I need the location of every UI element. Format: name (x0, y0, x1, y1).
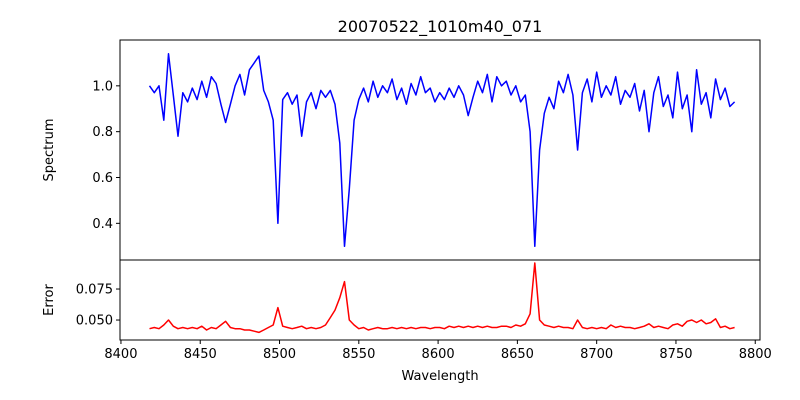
x-tick-label: 8600 (422, 347, 455, 362)
x-tick-label: 8700 (580, 347, 613, 362)
error-ylabel: Error (42, 284, 57, 316)
spectrum-ylabel: Spectrum (42, 119, 57, 182)
axes-frame (119, 259, 761, 341)
x-tick-label: 8450 (184, 347, 217, 362)
y-tick-label: 0.075 (76, 283, 113, 298)
axes-frame (119, 39, 761, 261)
x-tick-label: 8800 (739, 347, 772, 362)
x-tick-label: 8550 (342, 347, 375, 362)
y-tick-label: 0.4 (92, 217, 113, 232)
error-axes: 0.050 0.075 8400 8450 8500 8550 8600 8650 8700 87… (76, 259, 772, 362)
y-tick-label: 0.8 (92, 125, 113, 140)
x-tick-label: 8650 (501, 347, 534, 362)
error-series-line (149, 262, 735, 334)
y-tick-label: 1.0 (92, 79, 113, 94)
y-tick-label: 0.050 (76, 314, 113, 329)
x-tick-label: 8500 (263, 347, 296, 362)
spectrum-series-line (148, 53, 736, 248)
x-tick-label: 8400 (104, 347, 137, 362)
x-axis-label: Wavelength (401, 369, 478, 384)
chart-title: 20070522_1010m40_071 (338, 17, 543, 37)
spectrum-axes: 0.4 0.6 0.8 1.0 (92, 39, 761, 261)
y-tick-label: 0.6 (92, 171, 113, 186)
x-tick-label: 8750 (659, 347, 692, 362)
